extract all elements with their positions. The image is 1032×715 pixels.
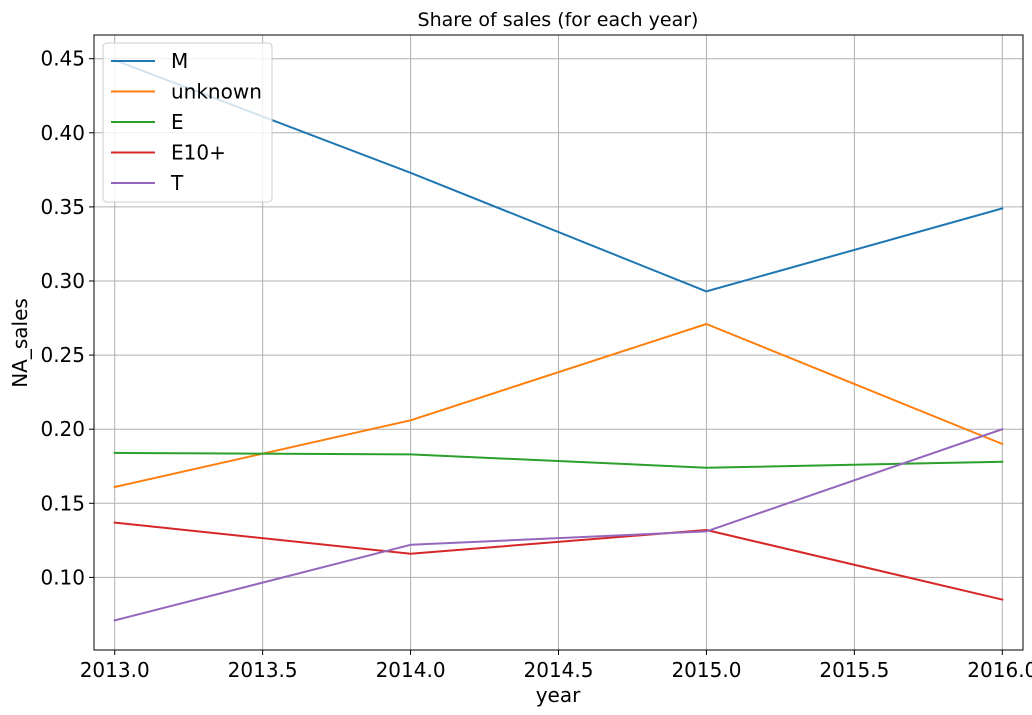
series-line-t [113, 427, 1004, 622]
y-tick-label: 0.25 [40, 343, 85, 367]
grid [94, 35, 1023, 650]
legend-label: E10+ [171, 141, 226, 165]
x-tick-label: 2015.0 [671, 658, 741, 682]
x-axis-ticks: 2013.0 2013.5 2014.0 2014.5 2015.0 2015.5 2016… [80, 650, 1032, 682]
y-tick-label: 0.20 [40, 417, 85, 441]
x-tick-label: 2013.5 [228, 658, 298, 682]
x-axis-label: year [536, 683, 581, 707]
legend-label: unknown [171, 80, 262, 104]
legend-label: T [170, 171, 184, 195]
x-tick-label: 2014.5 [524, 658, 594, 682]
y-tick-label: 0.45 [40, 47, 85, 71]
x-tick-label: 2014.0 [376, 658, 446, 682]
legend-label: E [171, 110, 184, 134]
legend-box [102, 42, 273, 203]
y-tick-label: 0.10 [40, 565, 85, 589]
y-tick-label: 0.35 [40, 195, 85, 219]
y-axis-ticks: 0.10 0.15 0.20 0.25 0.30 0.35 0.40 0.45 [40, 47, 94, 589]
chart-title: Share of sales (for each year) [418, 9, 699, 31]
legend-label: M [171, 49, 188, 73]
y-tick-label: 0.15 [40, 491, 85, 515]
y-tick-label: 0.30 [40, 269, 85, 293]
y-tick-label: 0.40 [40, 121, 85, 145]
x-tick-label: 2015.5 [819, 658, 889, 682]
y-axis-label: NA_sales [8, 298, 32, 388]
x-tick-label: 2016.0 [967, 658, 1032, 682]
series-line-e10- [113, 521, 1004, 601]
x-tick-label: 2013.0 [80, 658, 150, 682]
series-line-e [113, 451, 1004, 469]
